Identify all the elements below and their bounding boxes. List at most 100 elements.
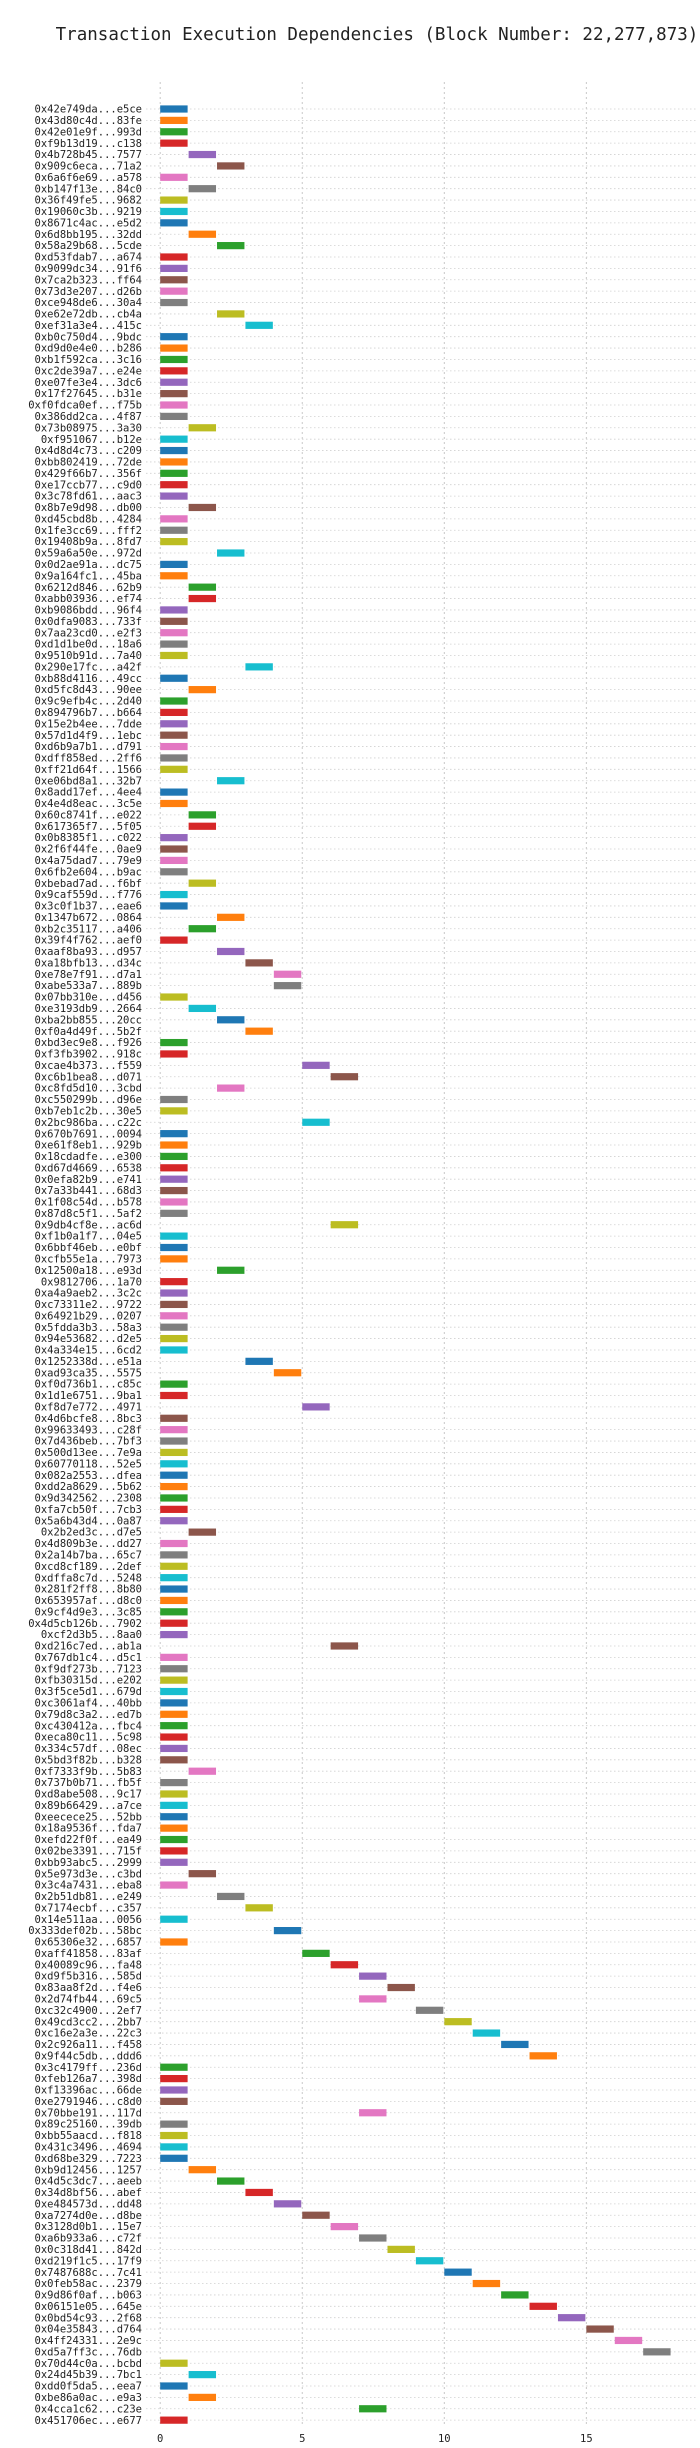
grid-layer [146, 82, 696, 2425]
transaction-bar [160, 1437, 188, 1445]
y-tick-label: 0xb2c35117...a406 [35, 923, 142, 935]
transaction-bar [160, 697, 188, 705]
transaction-bar [160, 264, 188, 272]
transaction-bar [160, 2097, 188, 2105]
transaction-bar [160, 742, 188, 751]
x-tick-label: 5 [299, 2433, 305, 2445]
transaction-bar [160, 1687, 188, 1696]
transaction-bar [160, 1517, 188, 1525]
transaction-bar [160, 1095, 188, 1104]
y-tick-label: 0xb9d12456...1257 [35, 2164, 142, 2176]
y-tick-label: 0x909c6eca...71a2 [35, 161, 142, 173]
transaction-bar [188, 1767, 217, 1775]
transaction-bar [160, 765, 188, 773]
y-tick-label: 0x1d1e6751...9ba1 [35, 1390, 142, 1402]
y-tick-label: 0x451706ec...e677 [35, 2415, 142, 2427]
y-tick-label: 0x0c318d41...842d [35, 2244, 142, 2256]
y-tick-label: 0x9db4cf8e...ac6d [35, 1219, 142, 1231]
y-tick-label: 0xbb55aacd...f818 [35, 2130, 142, 2142]
transaction-bar [160, 276, 188, 284]
y-tick-label: 0xaaf8ba93...d957 [35, 946, 142, 958]
y-tick-label: 0x5bd3f82b...b328 [35, 1754, 142, 1766]
y-tick-label: 0xefd22f0f...ea49 [35, 1834, 142, 1846]
transaction-bar [188, 879, 217, 887]
transaction-bar [160, 1585, 188, 1593]
transaction-bar [160, 1391, 188, 1400]
transaction-bar [188, 1004, 217, 1013]
y-tick-label: 0xf7333f9b...5b83 [35, 1766, 142, 1778]
transaction-bar [160, 412, 188, 420]
y-tick-label: 0x3c78fd61...aac3 [35, 491, 142, 503]
transaction-bar [160, 1722, 188, 1730]
y-tick-label: 0x42e01e9f...993d [35, 126, 142, 138]
y-tick-label: 0xc16e2a3e...22c3 [35, 2028, 142, 2040]
transaction-bar [160, 720, 188, 728]
y-tick-label: 0x1fe3cc69...fff2 [35, 525, 142, 537]
y-tick-label: 0x43d80c4d...83fe [35, 115, 142, 127]
transaction-bar [160, 287, 188, 295]
transaction-bar [188, 2371, 217, 2379]
y-tick-label: 0xc8fd5d10...3cbd [35, 1083, 142, 1095]
x-tick-label: 10 [438, 2433, 451, 2445]
y-tick-label: 0xb7eb1c2b...30e5 [35, 1105, 142, 1117]
y-tick-label: 0xabe533a7...889b [35, 980, 142, 992]
y-tick-label: 0x0b8385f1...c022 [35, 832, 142, 844]
y-tick-label: 0xf0d736b1...c85c [35, 1379, 142, 1391]
y-tick-label: 0x4b728b45...7577 [35, 149, 142, 161]
y-tick-label: 0x670b7691...0094 [35, 1128, 142, 1140]
y-tick-label: 0x07bb310e...d456 [35, 992, 142, 1004]
transaction-bar [160, 1278, 188, 1286]
transaction-bar [245, 1904, 273, 1912]
transaction-bar [188, 424, 217, 432]
y-tick-label: 0x894796b7...b664 [35, 707, 142, 719]
transaction-bar [160, 1426, 188, 1434]
y-tick-label: 0xc73311e2...9722 [35, 1299, 142, 1311]
y-tick-label: 0xf951067...b12e [41, 434, 142, 446]
y-tick-label: 0xd9f5b316...585d [35, 1971, 142, 1983]
y-tick-label: 0xd45cbd8b...4284 [35, 513, 142, 525]
y-tick-label: 0x7ca2b323...ff64 [35, 274, 142, 286]
transaction-bar [160, 1710, 188, 1718]
y-tick-label: 0x7174ecbf...c357 [35, 1902, 142, 1914]
y-tick-label: 0x64921b29...0207 [35, 1310, 142, 1322]
transaction-bar [160, 1574, 188, 1582]
transaction-bar [160, 902, 188, 910]
transaction-bar [160, 890, 188, 899]
y-tick-label: 0x7a33b441...68d3 [35, 1185, 142, 1197]
transaction-bar [160, 139, 188, 147]
transaction-bar [217, 162, 245, 170]
transaction-bar [188, 185, 217, 193]
y-tick-label: 0x18a9536f...fda7 [35, 1823, 142, 1835]
y-tick-label: 0x3c4179ff...236d [35, 2062, 142, 2074]
transaction-bar [330, 1221, 359, 1229]
transaction-bar [217, 1016, 245, 1024]
y-tick-label: 0xdd2a8629...5b62 [35, 1481, 142, 1493]
transaction-bar [160, 674, 188, 682]
transaction-bar [160, 2154, 188, 2162]
transaction-bar [217, 777, 245, 785]
transaction-bar [217, 1892, 245, 1901]
y-tick-label: 0x737b0b71...fb5f [35, 1777, 142, 1789]
y-tick-label: 0xd216c7ed...ab1a [35, 1641, 142, 1653]
transaction-bar [359, 2405, 387, 2413]
transaction-bar [302, 1949, 330, 1957]
transaction-bar [160, 1835, 188, 1844]
y-tick-label: 0x767db1c4...d5c1 [35, 1652, 142, 1664]
y-tick-label: 0x9cf4d9e3...3c85 [35, 1606, 142, 1618]
y-tick-label: 0xd5fc8d43...90ee [35, 684, 142, 696]
y-tick-label: 0xeca80c11...5c98 [35, 1732, 142, 1744]
transaction-bar [217, 310, 245, 318]
y-tick-label: 0x7aa23cd0...e2f3 [35, 627, 142, 639]
transaction-bar [415, 2006, 444, 2014]
transaction-bar [245, 2188, 273, 2197]
transaction-bar [160, 207, 188, 216]
y-tick-label: 0x9099dc34...91f6 [35, 263, 142, 275]
transaction-bar [160, 2063, 188, 2071]
y-tick-label: 0x87d8c5f1...5af2 [35, 1208, 142, 1220]
y-tick-label: 0x6fb2e604...b9ac [35, 866, 142, 878]
transaction-bar [160, 1733, 188, 1741]
y-tick-label: 0x386dd2ca...4f87 [35, 411, 142, 423]
y-tick-label: 0x3f5ce5d1...679d [35, 1686, 142, 1698]
transaction-bar [160, 1482, 188, 1491]
transaction-bar [160, 1881, 188, 1889]
